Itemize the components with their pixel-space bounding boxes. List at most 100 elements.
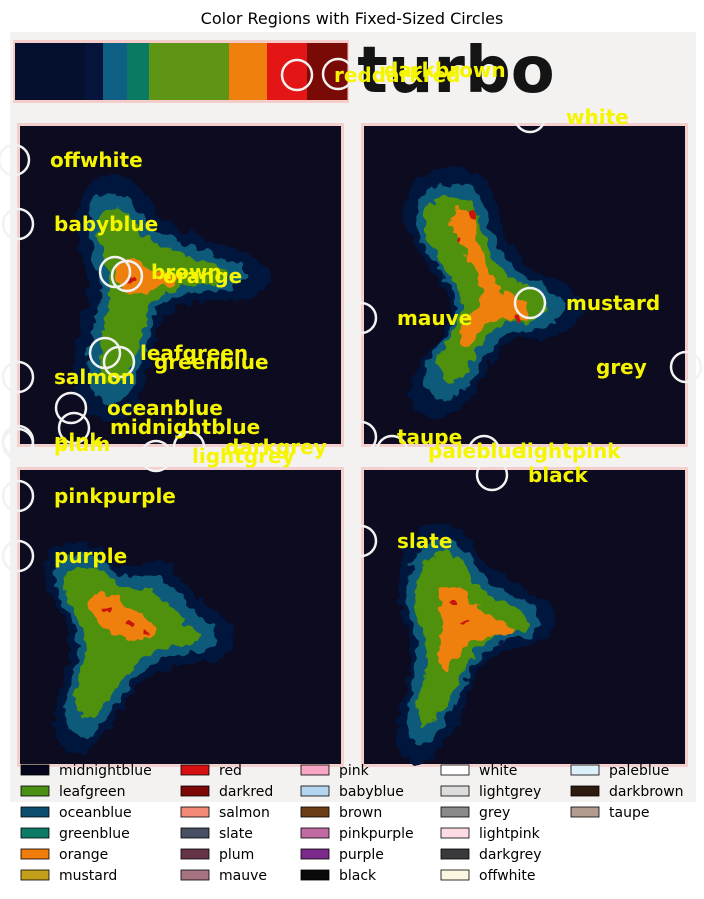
circle-label: black: [528, 463, 589, 487]
legend-swatch: [180, 827, 210, 839]
legend-swatch: [180, 806, 210, 818]
legend-label: offwhite: [479, 868, 536, 884]
circle-marker: [1, 424, 35, 458]
legend-swatch: [300, 848, 330, 860]
circle-marker: [467, 434, 501, 468]
colorbar-band: [307, 43, 348, 100]
legend-swatch: [440, 827, 470, 839]
legend-swatch: [440, 764, 470, 776]
heatmap-panel-bottom-right: [361, 467, 688, 767]
legend-swatch: [20, 848, 50, 860]
circle-label: leafgreen: [140, 341, 248, 365]
circle-label: white: [566, 105, 629, 129]
legend-label: darkgrey: [479, 847, 542, 863]
legend-swatch: [300, 764, 330, 776]
circle-label: paleblue: [428, 439, 525, 463]
circle-marker: [1, 360, 35, 394]
circle-label: brown: [151, 260, 222, 284]
circle-markers: [0, 57, 703, 573]
circle-marker: [344, 524, 378, 558]
legend: midnightblue leafgreen oceanblue greenblue o…: [20, 763, 684, 884]
legend-swatch: [180, 848, 210, 860]
legend-swatch: [20, 827, 50, 839]
density-max: [461, 619, 467, 625]
legend-label: orange: [59, 847, 108, 863]
circle-label: pinkpurple: [54, 484, 176, 508]
legend-label: pinkpurple: [339, 826, 414, 842]
circle-label: midnightblue: [110, 415, 260, 439]
circle-marker: [513, 100, 547, 134]
legend-label: slate: [219, 826, 253, 842]
legend-label: plum: [219, 847, 254, 863]
density-peak: [89, 593, 157, 638]
circle-label: salmon: [54, 365, 135, 389]
density-max: [468, 210, 476, 218]
legend-swatch: [180, 785, 210, 797]
legend-swatch: [440, 806, 470, 818]
circle-marker: [54, 391, 88, 425]
density-peak: [452, 208, 531, 347]
legend-swatch: [570, 764, 600, 776]
circle-marker: [1, 207, 35, 241]
colorbar-band: [229, 43, 268, 100]
circle-marker: [321, 57, 355, 91]
legend-label: taupe: [609, 805, 649, 821]
colormap-label: turbo: [357, 34, 555, 108]
density-max: [455, 235, 461, 241]
circle-marker: [102, 345, 136, 379]
legend-label: mauve: [219, 868, 267, 884]
circle-label: greenblue: [154, 350, 269, 374]
legend-label: black: [339, 868, 377, 884]
legend-swatch: [570, 806, 600, 818]
circle-label: pink: [54, 429, 103, 453]
legend-label: grey: [479, 805, 510, 821]
circle-marker: [139, 439, 173, 473]
legend-label: purple: [339, 847, 384, 863]
circle-marker: [280, 58, 314, 92]
colorbar: [13, 40, 349, 103]
legend-swatch: [20, 785, 50, 797]
circle-label: lightgrey: [192, 444, 295, 468]
legend-label: oceanblue: [59, 805, 132, 821]
legend-label: mustard: [59, 868, 117, 884]
circle-marker: [344, 301, 378, 335]
colorbar-band: [127, 43, 150, 100]
circle-marker: [98, 255, 132, 289]
legend-label: darkred: [219, 784, 273, 800]
circle-label: taupe: [397, 425, 462, 449]
legend-swatch: [20, 764, 50, 776]
legend-label: lightpink: [479, 826, 541, 842]
density-max: [104, 606, 112, 614]
density-max: [127, 621, 133, 627]
circle-label: slate: [397, 529, 452, 553]
circle-label: plum: [54, 432, 110, 456]
legend-label: greenblue: [59, 826, 130, 842]
legend-swatch: [300, 806, 330, 818]
colorbar-band: [85, 43, 104, 100]
circle-marker: [110, 259, 144, 293]
legend-label: babyblue: [339, 784, 404, 800]
circle-label: oceanblue: [107, 396, 223, 420]
heatmap-panels: [17, 123, 688, 767]
legend-label: midnightblue: [59, 763, 152, 779]
colorbar-band: [267, 43, 308, 100]
colorbar-band: [15, 43, 86, 100]
colorbar-band: [149, 43, 230, 100]
density-max: [448, 600, 456, 608]
circle-marker: [375, 434, 409, 468]
colorbar-band: [103, 43, 128, 100]
legend-swatch: [570, 785, 600, 797]
chart-title: Color Regions with Fixed-Sized Circles: [201, 9, 504, 28]
legend-label: leafgreen: [59, 784, 125, 800]
circle-label: mauve: [397, 306, 472, 330]
density-core: [98, 208, 227, 384]
heatmap-panel-top-right: [361, 123, 688, 447]
circle-marker: [475, 458, 509, 492]
legend-swatch: [180, 764, 210, 776]
density-max: [143, 629, 149, 635]
circle-label: reddarkred: [334, 63, 460, 87]
circle-marker: [669, 350, 703, 384]
circle-label: darkgrey: [225, 435, 327, 459]
legend-swatch: [180, 869, 210, 881]
